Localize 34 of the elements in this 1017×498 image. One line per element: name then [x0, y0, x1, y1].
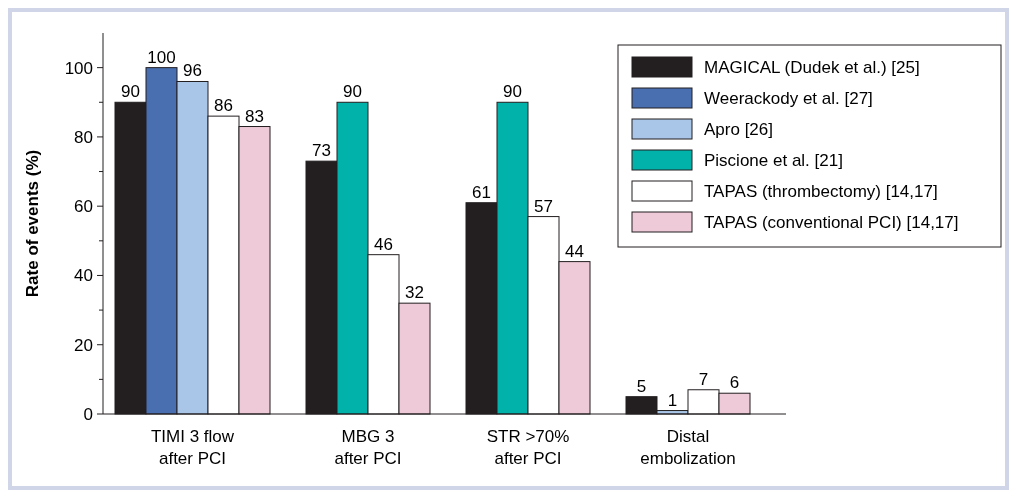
x-tick-label: MBG 3 after PCI [334, 427, 402, 468]
data-label: 57 [534, 196, 553, 216]
y-tick-label: 60 [74, 197, 93, 217]
legend-label: MAGICAL (Dudek et al.) [25] [704, 57, 920, 77]
y-axis-title: Rate of events (%) [23, 149, 42, 298]
legend-label: Weerackody et al. [27] [704, 88, 873, 108]
data-label: 90 [503, 82, 522, 102]
data-label: 96 [183, 61, 202, 81]
legend-label: Apro [26] [704, 119, 773, 139]
legend-label: Piscione et al. [21] [704, 150, 843, 170]
y-tick-label: 100 [64, 58, 93, 78]
legend-label: TAPAS (conventional PCI) [14,17] [704, 212, 959, 232]
x-tick-label: TIMI 3 flow after PCI [150, 427, 235, 468]
data-label: 1 [667, 390, 678, 410]
y-tick-label: 20 [74, 335, 93, 355]
data-label: 90 [343, 82, 362, 102]
y-tick-label: 0 [83, 404, 93, 424]
data-label: 6 [729, 373, 740, 393]
data-label: 46 [374, 234, 393, 254]
x-tick-label: STR >70% after PCI [486, 427, 570, 468]
data-label: 86 [214, 96, 233, 116]
data-label: 5 [636, 376, 647, 396]
y-tick-label: 80 [74, 127, 93, 147]
data-label: 7 [698, 369, 709, 389]
y-tick-label: 40 [74, 266, 93, 286]
legend-label: TAPAS (thrombectomy) [14,17] [704, 181, 938, 201]
data-label: 32 [405, 283, 424, 303]
data-label: 44 [565, 241, 584, 261]
data-label: 100 [147, 47, 176, 67]
data-label: 73 [312, 141, 331, 161]
data-label: 83 [245, 106, 264, 126]
x-tick-label: Distal embolization [640, 427, 736, 468]
data-label: 61 [472, 182, 491, 202]
data-label: 90 [121, 82, 140, 102]
